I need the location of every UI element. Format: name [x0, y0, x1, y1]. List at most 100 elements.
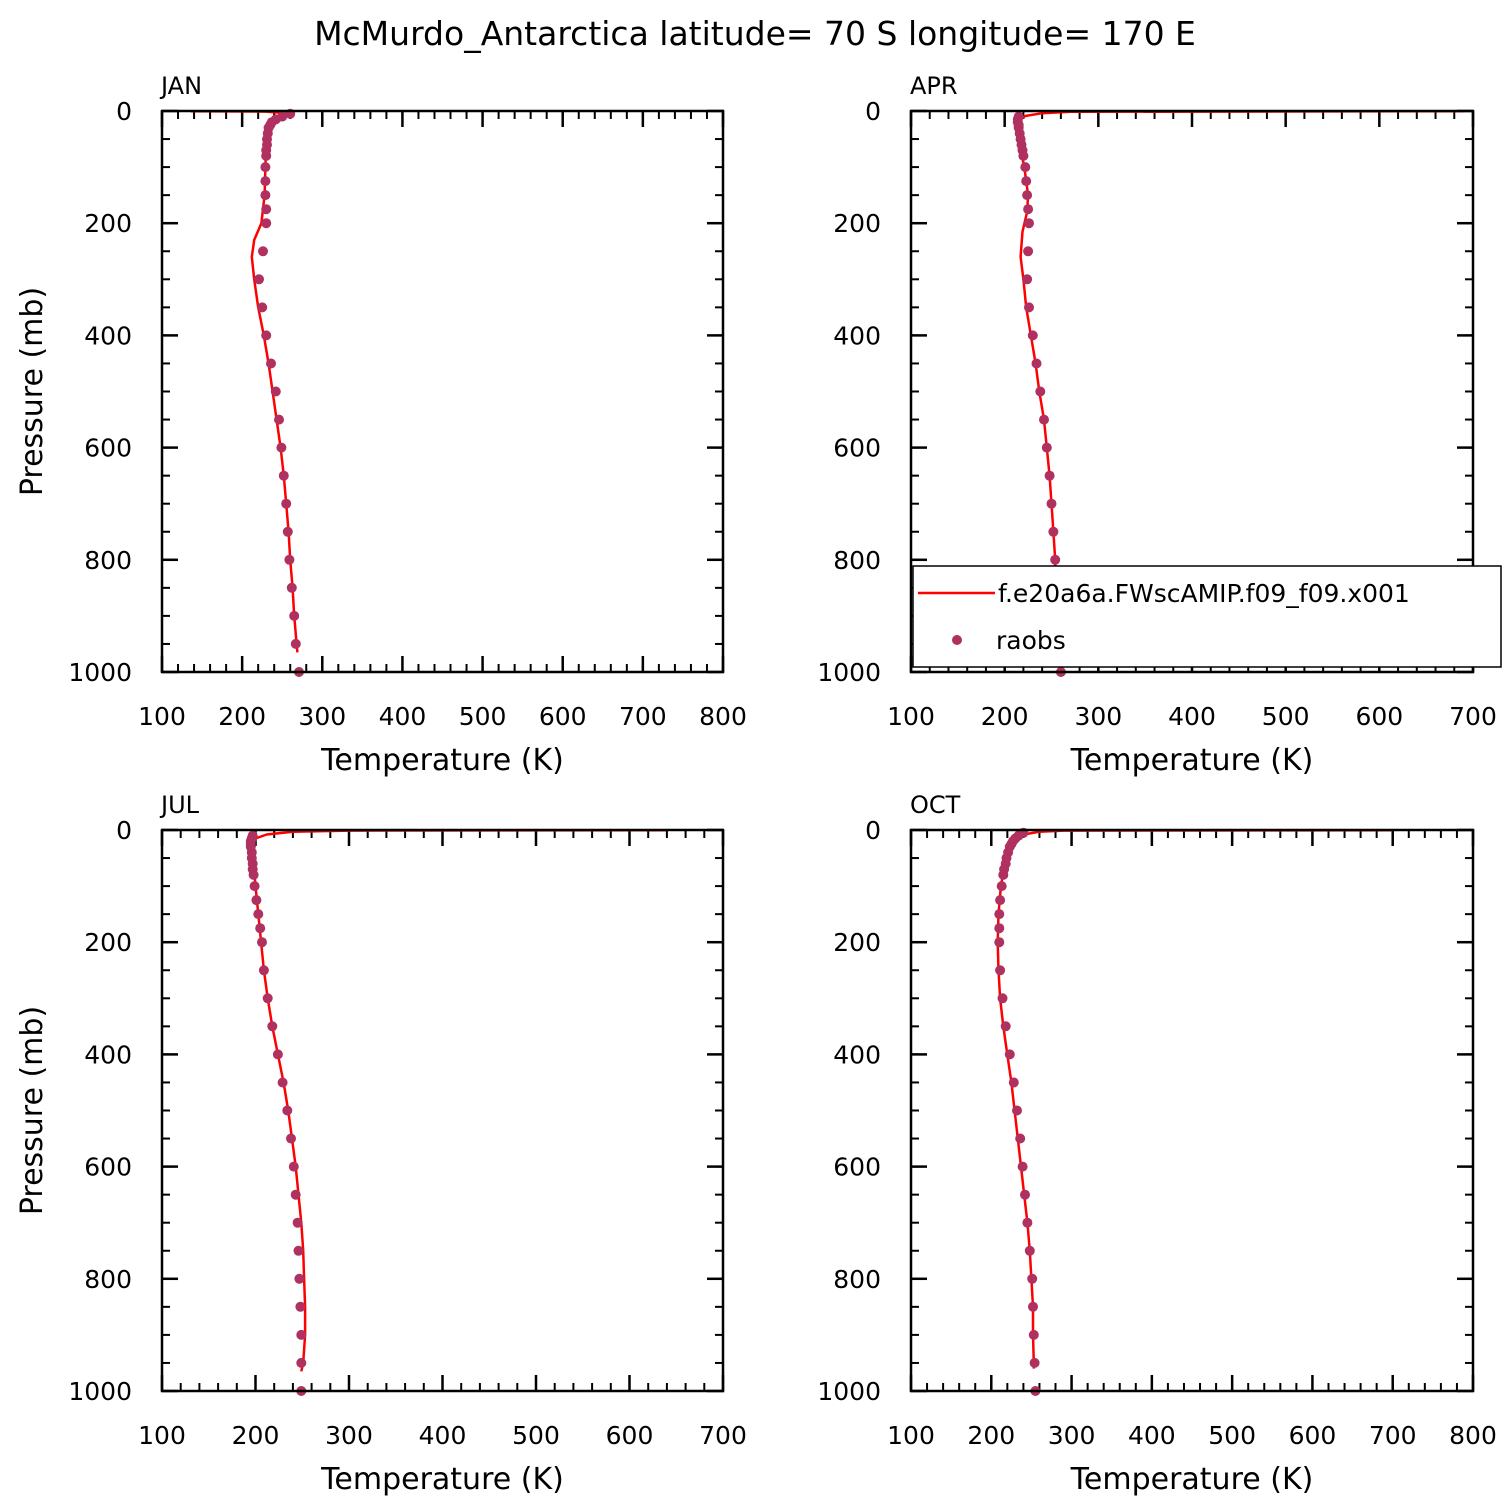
raobs-point [1020, 1189, 1030, 1200]
raobs-point [292, 1217, 303, 1228]
raobs-point [1004, 1049, 1015, 1060]
x-tick-label: 500 [1262, 702, 1310, 731]
plot-area [996, 830, 1393, 1369]
plot-frame [160, 828, 725, 1393]
raobs-point [261, 330, 272, 341]
x-tick-label: 700 [619, 702, 667, 731]
x-axis-title: Temperature (K) [320, 1462, 564, 1497]
x-tick-label: 800 [1449, 1421, 1497, 1450]
raobs-point [1024, 302, 1034, 313]
y-tick-label: 1000 [817, 1377, 881, 1406]
model-line [996, 830, 1393, 1369]
raobs-point [1022, 190, 1033, 201]
x-tick-label: 500 [512, 1421, 560, 1450]
raobs-point [258, 965, 269, 976]
raobs-point [296, 1329, 307, 1340]
x-tick-label: 700 [1369, 1421, 1417, 1450]
raobs-point [248, 869, 259, 880]
raobs-point [994, 909, 1005, 920]
raobs-point [997, 993, 1008, 1004]
x-tick-label: 100 [887, 1421, 935, 1450]
y-tick-label: 600 [833, 434, 881, 463]
x-tick-label: 300 [1048, 1421, 1096, 1450]
y-tick-label: 1000 [817, 658, 881, 687]
x-tick-label: 400 [379, 702, 427, 731]
raobs-point [994, 937, 1005, 948]
panel-jan: JAN 100 200 300 400 500 600 700 800 0 200 400 600 800… [15, 72, 747, 778]
x-tick-label: 400 [1168, 702, 1216, 731]
raobs-point [1022, 1217, 1033, 1228]
raobs-point [293, 1245, 304, 1256]
raobs-point [282, 526, 293, 537]
raobs-point [1039, 414, 1049, 425]
raobs-point [257, 302, 268, 313]
x-tick-label: 300 [298, 702, 346, 731]
raobs-point [281, 498, 292, 509]
panel-jul: JUL 100 200 300 400 500 600 700 0 200 400 600 800 100… [15, 791, 747, 1497]
x-tick-label: 600 [539, 702, 587, 731]
raobs-point [994, 923, 1005, 934]
x-tick-label: 400 [1128, 1421, 1176, 1450]
raobs-point [1022, 274, 1033, 285]
raobs-point [1020, 162, 1031, 173]
x-tick-label: 100 [138, 1421, 186, 1450]
raobs-point [1008, 1077, 1019, 1088]
x-tick-label: 600 [606, 1421, 654, 1450]
raobs-point [996, 881, 1007, 892]
legend-box [912, 565, 1502, 668]
raobs-point [995, 965, 1006, 976]
raobs-point [282, 1105, 293, 1116]
plot-area [190, 111, 299, 653]
y-tick-label: 0 [865, 816, 881, 845]
raobs-point [260, 190, 271, 201]
raobs-point [1024, 1245, 1035, 1256]
y-tick-label: 800 [833, 546, 881, 575]
raobs-point [1018, 150, 1029, 161]
raobs-point [289, 610, 300, 621]
model-line [250, 830, 667, 1372]
raobs-point [1012, 1105, 1022, 1116]
raobs-point [261, 150, 272, 161]
raobs-point [286, 582, 297, 593]
x-tick-label: 600 [1289, 1421, 1337, 1450]
y-tick-label: 800 [84, 1265, 132, 1294]
y-tick-label: 800 [833, 1265, 881, 1294]
y-tick-label: 200 [84, 209, 132, 238]
raobs-point [1015, 1133, 1026, 1144]
raobs-point [261, 218, 272, 229]
raobs-point [278, 470, 289, 481]
x-tick-label: 100 [138, 702, 186, 731]
y-tick-label: 0 [116, 97, 132, 126]
panels: JAN 100 200 300 400 500 600 700 800 0 200 400 600 800… [15, 72, 1502, 1497]
raobs-point [260, 176, 271, 187]
figure-title: McMurdo_Antarctica latitude= 70 S longit… [314, 14, 1196, 53]
panel-apr: APR 100 200 300 400 500 600 700 0 200 400 600 800 100… [817, 72, 1502, 778]
raobs-point [288, 1161, 299, 1172]
y-tick-label: 400 [833, 1040, 881, 1069]
x-tick-label: 600 [1355, 702, 1403, 731]
panel-label: OCT [910, 791, 961, 819]
y-tick-label: 0 [116, 816, 132, 845]
plot-area [1015, 111, 1464, 644]
raobs-point [1021, 176, 1032, 187]
raobs-point [249, 881, 260, 892]
raobs-point [255, 923, 266, 934]
raobs-point [276, 442, 287, 453]
y-tick-label: 400 [84, 1040, 132, 1069]
raobs-point [266, 358, 276, 369]
legend-model-label: f.e20a6a.FWscAMIP.f09_f09.x001 [998, 579, 1410, 608]
raobs-point [1050, 554, 1061, 565]
x-tick-label: 700 [1449, 702, 1497, 731]
panel-label: JUL [159, 791, 200, 819]
panel-label: APR [910, 72, 958, 100]
plot-frame [909, 109, 1475, 674]
raobs-point [270, 386, 281, 397]
raobs-point [296, 1357, 307, 1368]
y-axis-title: Pressure (mb) [15, 287, 50, 496]
x-tick-label: 200 [981, 702, 1029, 731]
x-tick-label: 800 [699, 702, 747, 731]
raobs-point [290, 638, 301, 649]
plot-frame [909, 828, 1475, 1393]
y-tick-label: 1000 [68, 1377, 132, 1406]
